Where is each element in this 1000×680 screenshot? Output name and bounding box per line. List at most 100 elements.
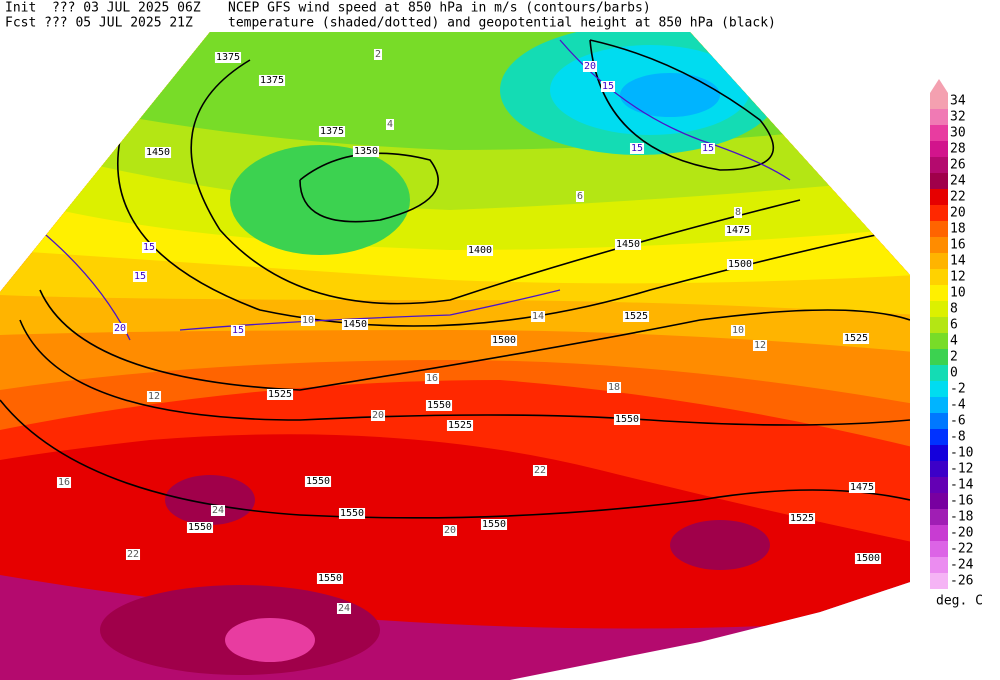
colorbar-swatch	[930, 541, 948, 557]
height-label: 1500	[728, 259, 752, 270]
temp-label: 10	[732, 325, 744, 336]
temp-label: 22	[127, 549, 139, 560]
height-label: 1525	[448, 420, 472, 431]
label-background	[629, 143, 645, 154]
label-background	[336, 603, 352, 614]
wind-label: 15	[143, 242, 155, 253]
temp-label: 22	[534, 465, 546, 476]
height-label: 1525	[790, 513, 814, 524]
label-background	[258, 75, 286, 86]
colorbar-swatch	[930, 109, 948, 125]
label-background	[842, 333, 870, 344]
colorbar-swatch	[930, 189, 948, 205]
label-background	[848, 482, 876, 493]
height-label: 1550	[427, 400, 451, 411]
label-background	[442, 525, 458, 536]
colorbar-swatch	[930, 413, 948, 429]
label-background	[338, 508, 366, 519]
height-label: 1375	[260, 75, 284, 86]
colorbar-label: 14	[950, 254, 966, 269]
label-background	[385, 119, 395, 130]
label-background	[112, 323, 128, 334]
colorbar-label: 30	[950, 126, 966, 141]
label-background	[788, 513, 816, 524]
temp-label: 14	[532, 311, 544, 322]
colorbar-swatch	[930, 349, 948, 365]
title-line-1: NCEP GFS wind speed at 850 hPa in m/s (c…	[228, 1, 651, 16]
height-label: 1525	[624, 311, 648, 322]
colorbar-swatch	[930, 125, 948, 141]
label-background	[141, 242, 157, 253]
label-background	[214, 52, 242, 63]
label-background	[582, 61, 598, 72]
temp-label: 2	[375, 49, 381, 60]
label-background	[490, 335, 518, 346]
colorbar-swatch	[930, 381, 948, 397]
colorbar-label: 2	[950, 350, 958, 365]
colorbar-label: 6	[950, 318, 958, 333]
label-background	[466, 245, 494, 256]
colorbar-label: 4	[950, 334, 958, 349]
colorbar-label: 34	[950, 94, 966, 109]
label-background	[425, 400, 453, 411]
height-label: 1500	[856, 553, 880, 564]
temp-label: 16	[426, 373, 438, 384]
label-background	[370, 410, 386, 421]
colorbar-swatch	[930, 269, 948, 285]
colorbar-swatch	[930, 397, 948, 413]
temp-label: 4	[387, 119, 393, 130]
wind-label: 15	[134, 271, 146, 282]
colorbar-swatch	[930, 557, 948, 573]
wind-label: 20	[584, 61, 596, 72]
label-background	[304, 476, 332, 487]
label-background	[530, 311, 546, 322]
label-background	[318, 126, 346, 137]
colorbar-label: 22	[950, 190, 966, 205]
colorbar-swatch	[930, 253, 948, 269]
title-line-2: temperature (shaded/dotted) and geopoten…	[228, 16, 776, 31]
label-background	[622, 311, 650, 322]
label-background	[316, 573, 344, 584]
colorbar-label: 8	[950, 302, 958, 317]
label-background	[424, 373, 440, 384]
colorbar-label: 28	[950, 142, 966, 157]
colorbar-label: 20	[950, 206, 966, 221]
init-time: Init ??? 03 JUL 2025 06Z	[5, 1, 201, 16]
wind-label: 20	[114, 323, 126, 334]
temp-label: 6	[577, 191, 583, 202]
colorbar-swatch	[930, 333, 948, 349]
height-label: 1525	[268, 389, 292, 400]
colorbar-label: -10	[950, 446, 973, 461]
colorbar-label: -14	[950, 478, 974, 493]
colorbar-label: 24	[950, 174, 966, 189]
temp-label: 24	[338, 603, 350, 614]
colorbar-swatch	[930, 221, 948, 237]
colorbar-label: -12	[950, 462, 973, 477]
label-background	[606, 382, 622, 393]
height-label: 1550	[188, 522, 212, 533]
label-background	[210, 505, 226, 516]
colorbar-swatch	[930, 317, 948, 333]
height-label: 1450	[343, 319, 367, 330]
height-label: 1550	[340, 508, 364, 519]
wind-label: 15	[702, 143, 714, 154]
colorbar-swatch	[930, 237, 948, 253]
height-label: 1475	[850, 482, 874, 493]
colorbar-label: 16	[950, 238, 966, 253]
height-label: 1400	[468, 245, 492, 256]
colorbar-label: -24	[950, 558, 974, 573]
height-label: 1550	[615, 414, 639, 425]
label-background	[575, 191, 585, 202]
label-background	[854, 553, 882, 564]
label-background	[146, 391, 162, 402]
label-background	[730, 325, 746, 336]
temp-label: 10	[302, 315, 314, 326]
label-background	[373, 49, 383, 60]
height-label: 1475	[726, 225, 750, 236]
colorbar-label: 10	[950, 286, 966, 301]
colorbar-swatch	[930, 301, 948, 317]
label-background	[614, 239, 642, 250]
label-background	[733, 207, 743, 218]
colorbar-label: -6	[950, 414, 966, 429]
colorbar-unit: deg. C	[936, 594, 983, 609]
